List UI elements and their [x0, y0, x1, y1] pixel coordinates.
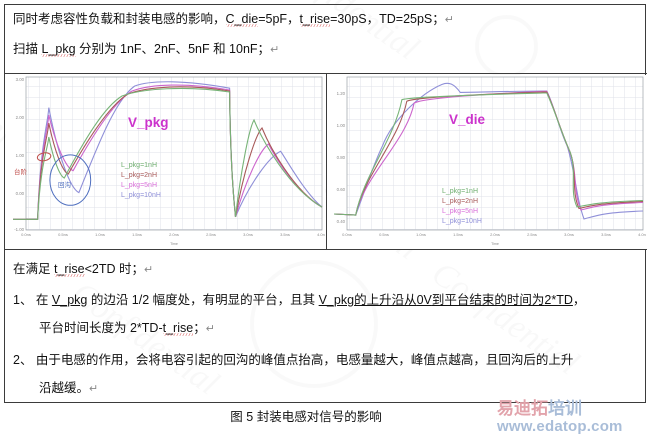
svg-text:回沟: 回沟	[58, 180, 71, 189]
svg-text:0.0ns: 0.0ns	[342, 232, 352, 237]
svg-text:3.5ns: 3.5ns	[280, 232, 290, 237]
svg-text:0.5ns: 0.5ns	[379, 232, 389, 237]
svg-text:3.00: 3.00	[16, 77, 25, 82]
svg-text:V_die: V_die	[449, 112, 486, 127]
svg-text:2.0ns: 2.0ns	[169, 232, 179, 237]
svg-text:1.5ns: 1.5ns	[132, 232, 142, 237]
svg-text:L_pkg=1nH: L_pkg=1nH	[442, 188, 478, 195]
svg-text:4.0ns: 4.0ns	[317, 232, 325, 237]
svg-text:2.5ns: 2.5ns	[527, 232, 537, 237]
svg-text:L_pkg=10nH: L_pkg=10nH	[121, 192, 161, 199]
svg-text:L_pkg=2nH: L_pkg=2nH	[121, 172, 157, 179]
svg-text:2.0ns: 2.0ns	[490, 232, 500, 237]
svg-text:3.5ns: 3.5ns	[601, 232, 611, 237]
svg-text:L_pkg=2nH: L_pkg=2nH	[442, 198, 478, 205]
svg-text:2.5ns: 2.5ns	[206, 232, 216, 237]
svg-text:L_pkg=1nH: L_pkg=1nH	[121, 162, 157, 169]
svg-text:1.20: 1.20	[337, 91, 346, 96]
svg-text:0.80: 0.80	[337, 155, 346, 160]
svg-text:Time: Time	[491, 242, 499, 246]
svg-text:L_pkg=5nH: L_pkg=5nH	[442, 208, 478, 215]
svg-text:4.0ns: 4.0ns	[638, 232, 646, 237]
svg-text:L_pkg=10nH: L_pkg=10nH	[442, 218, 482, 225]
svg-text:1.00: 1.00	[16, 153, 25, 158]
svg-text:V_pkg: V_pkg	[128, 115, 169, 130]
svg-text:0.40: 0.40	[337, 219, 346, 224]
svg-text:1.5ns: 1.5ns	[453, 232, 463, 237]
svg-text:1.0ns: 1.0ns	[416, 232, 426, 237]
svg-text:1.00: 1.00	[337, 123, 346, 128]
svg-text:3.0ns: 3.0ns	[564, 232, 574, 237]
svg-text:0.0ns: 0.0ns	[21, 232, 31, 237]
svg-text:L_pkg=5nH: L_pkg=5nH	[121, 182, 157, 189]
svg-text:3.0ns: 3.0ns	[243, 232, 253, 237]
svg-text:Time: Time	[170, 242, 178, 246]
svg-text:台阶: 台阶	[14, 167, 28, 176]
svg-text:0.00: 0.00	[16, 191, 25, 196]
svg-text:1.0ns: 1.0ns	[95, 232, 105, 237]
svg-text:2.00: 2.00	[16, 115, 25, 120]
svg-text:0.5ns: 0.5ns	[58, 232, 68, 237]
svg-text:0.60: 0.60	[337, 187, 346, 192]
